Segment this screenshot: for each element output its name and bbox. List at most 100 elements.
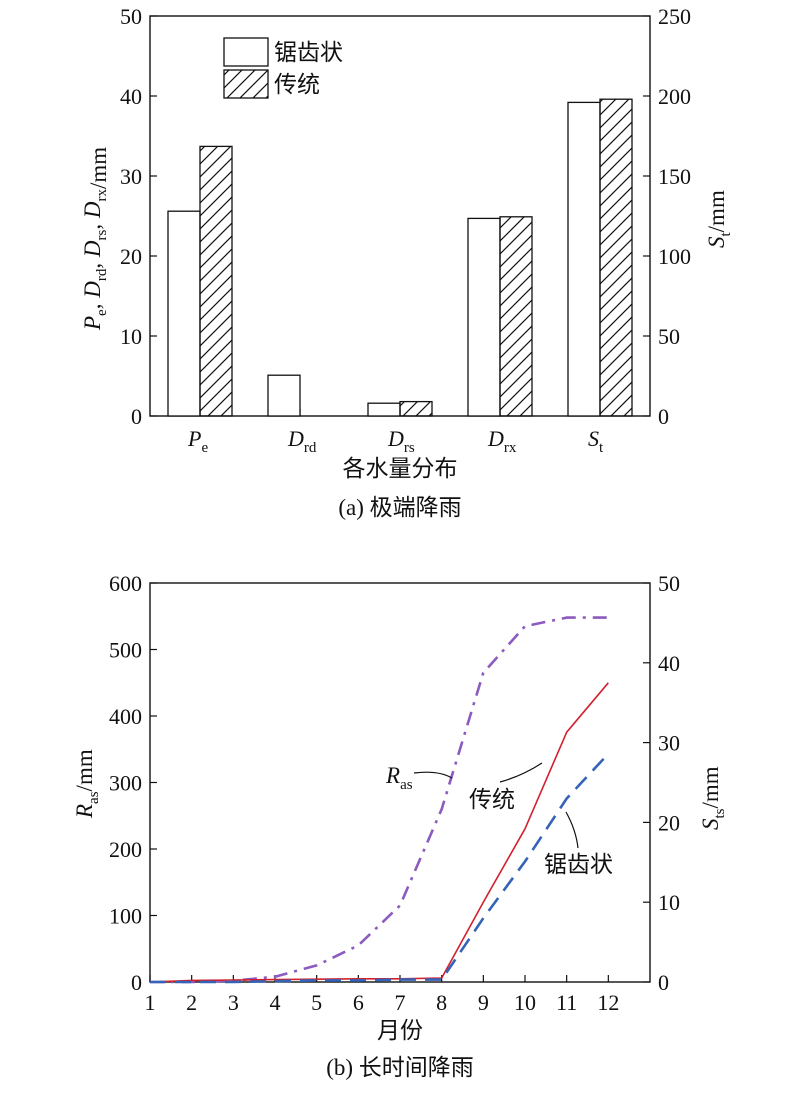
series-line-ras bbox=[150, 616, 609, 984]
y-right-tick-label: 0 bbox=[658, 970, 669, 995]
annotation-ras-subscript: as bbox=[400, 777, 413, 793]
x-tick-label: 12 bbox=[597, 990, 619, 1015]
y-left-tick-label: 0 bbox=[131, 404, 142, 429]
x-axis-label: 各水量分布 bbox=[343, 456, 458, 481]
y-left-label: Ras/mm bbox=[72, 749, 102, 819]
y-left-label-subscript: rs bbox=[94, 230, 110, 241]
annotation-ras-symbol: R bbox=[385, 763, 400, 788]
annotation-sawtooth: 锯齿状 bbox=[544, 852, 613, 877]
x-tick-label-symbol: D bbox=[287, 426, 304, 451]
bar-traditional bbox=[199, 145, 233, 417]
bar-traditional bbox=[399, 400, 433, 417]
x-tick-label: Pe bbox=[187, 426, 208, 456]
x-tick-label: 8 bbox=[436, 990, 447, 1015]
y-right-label-unit: /mm bbox=[698, 766, 723, 808]
y-left-tick-label: 100 bbox=[109, 904, 142, 929]
y-right-label-symbol: S bbox=[698, 818, 723, 830]
y-left-tick-label: 40 bbox=[120, 84, 142, 109]
bar-traditional bbox=[599, 98, 633, 417]
bar-sawtooth bbox=[467, 217, 501, 417]
annotation-leader-traditional bbox=[499, 762, 543, 783]
y-right-tick-label: 250 bbox=[658, 4, 691, 29]
x-tick-label: St bbox=[588, 426, 604, 456]
y-left-label-subscript: rd bbox=[94, 268, 110, 281]
x-tick-label-symbol: D bbox=[387, 426, 404, 451]
y-right-tick-label: 200 bbox=[658, 84, 691, 109]
x-tick-label-subscript: rd bbox=[304, 440, 317, 456]
y-left-tick-label: 200 bbox=[109, 837, 142, 862]
x-tick-label: 10 bbox=[514, 990, 536, 1015]
y-left-label-subscript: rx bbox=[94, 189, 110, 202]
x-tick-label-symbol: S bbox=[588, 426, 599, 451]
y-left-label-sep: , bbox=[80, 218, 105, 230]
y-right-tick-label: 30 bbox=[658, 731, 680, 756]
caption-a: (a) 极端降雨 bbox=[338, 495, 461, 520]
caption-b: (b) 长时间降雨 bbox=[326, 1055, 474, 1080]
x-tick-label: 7 bbox=[395, 990, 406, 1015]
y-left-label-sep: , bbox=[80, 257, 105, 269]
x-tick-label: 9 bbox=[478, 990, 489, 1015]
y-left-label-symbol: P bbox=[80, 316, 105, 331]
x-tick-label: Drd bbox=[287, 426, 317, 456]
x-tick-label-symbol: P bbox=[187, 426, 201, 451]
x-tick-label: Drx bbox=[487, 426, 517, 456]
x-tick-label: 1 bbox=[145, 990, 156, 1015]
y-right-tick-label: 50 bbox=[658, 324, 680, 349]
bar-sawtooth bbox=[267, 374, 301, 417]
y-left-tick-label: 10 bbox=[120, 324, 142, 349]
y-right-tick-label: 100 bbox=[658, 244, 691, 269]
y-left-label-symbol: R bbox=[72, 804, 97, 819]
x-axis-label: 月份 bbox=[377, 1018, 423, 1043]
annotation-leader-ras bbox=[413, 771, 453, 779]
bar-sawtooth bbox=[167, 210, 201, 417]
x-tick-label: 4 bbox=[270, 990, 281, 1015]
bar-sawtooth bbox=[367, 402, 401, 417]
y-right-label: St/mm bbox=[704, 190, 734, 248]
x-tick-label: 6 bbox=[353, 990, 364, 1015]
y-left-label-subscript: as bbox=[86, 791, 102, 804]
y-left-tick-label: 500 bbox=[109, 638, 142, 663]
x-tick-label-symbol: D bbox=[487, 426, 504, 451]
legend-swatch bbox=[223, 37, 269, 67]
y-right-tick-label: 50 bbox=[658, 571, 680, 596]
x-tick-label-subscript: e bbox=[201, 440, 208, 456]
legend-swatch bbox=[223, 69, 269, 99]
y-left-tick-label: 400 bbox=[109, 704, 142, 729]
y-right-label: Sts/mm bbox=[698, 766, 728, 830]
x-tick-label-subscript: t bbox=[599, 440, 604, 456]
y-left-tick-label: 300 bbox=[109, 771, 142, 796]
bar-traditional bbox=[499, 216, 533, 417]
y-right-tick-label: 10 bbox=[658, 890, 680, 915]
y-left-tick-label: 0 bbox=[131, 970, 142, 995]
x-tick-label-subscript: rs bbox=[404, 440, 415, 456]
y-left-label-symbol: D bbox=[80, 281, 105, 299]
annotation-ras: Ras bbox=[385, 763, 413, 793]
legend-label: 传统 bbox=[274, 72, 320, 97]
y-right-label-unit: /mm bbox=[704, 190, 729, 232]
x-tick-label: 2 bbox=[186, 990, 197, 1015]
y-left-label-unit: /mm bbox=[86, 147, 111, 189]
series-line-traditional bbox=[149, 682, 609, 983]
y-left-tick-label: 20 bbox=[120, 244, 142, 269]
x-tick-label: 3 bbox=[228, 990, 239, 1015]
y-right-tick-label: 40 bbox=[658, 651, 680, 676]
y-right-tick-label: 0 bbox=[658, 404, 669, 429]
bar-sawtooth bbox=[567, 101, 601, 417]
y-left-tick-label: 600 bbox=[109, 571, 142, 596]
x-tick-label-subscript: rx bbox=[504, 440, 517, 456]
y-right-tick-label: 150 bbox=[658, 164, 691, 189]
x-tick-label: 11 bbox=[556, 990, 577, 1015]
y-left-label-symbol: D bbox=[80, 201, 105, 219]
x-tick-label: 5 bbox=[311, 990, 322, 1015]
y-right-label-subscript: t bbox=[718, 232, 734, 237]
y-right-tick-label: 20 bbox=[658, 810, 680, 835]
legend-label: 锯齿状 bbox=[274, 40, 343, 65]
y-left-label: Pe, Drd, Drs, Drx/mm bbox=[80, 147, 111, 331]
y-left-tick-label: 50 bbox=[120, 4, 142, 29]
y-left-label-unit: /mm bbox=[72, 749, 97, 791]
annotation-traditional: 传统 bbox=[469, 787, 515, 812]
